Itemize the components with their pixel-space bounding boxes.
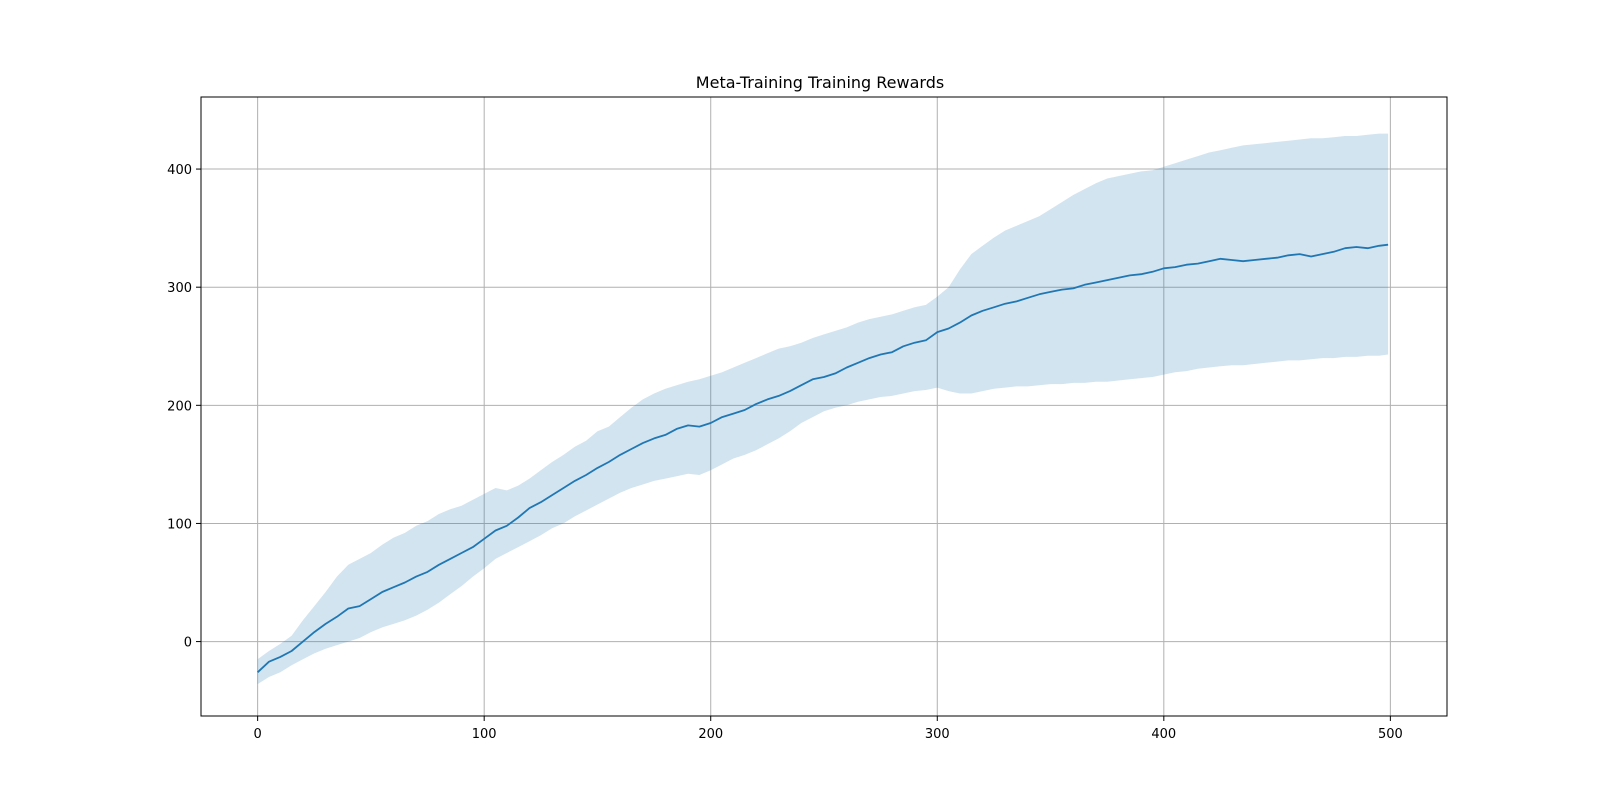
axes-frame [200,96,1448,717]
y-tick-label: 300 [167,281,192,296]
x-tick-label: 300 [925,727,950,742]
confidence-band [257,133,1389,685]
confidence-band-layer [257,133,1389,685]
chart-title: Meta-Training Training Rewards [696,73,944,92]
mean-reward-line [256,243,1389,673]
x-tick-label: 200 [698,727,723,742]
x-tick-label: 0 [253,727,261,742]
y-tick-label: 100 [167,517,192,532]
y-tick-label: 200 [167,399,192,414]
mean-line-layer [256,243,1389,673]
tick-layer: 0 100 200 300 400 500 0 100 200 300 400 [167,163,1403,742]
x-tick-label: 100 [472,727,497,742]
grid [201,97,1447,716]
y-tick-label: 0 [184,636,192,651]
x-tick-label: 400 [1151,727,1176,742]
y-tick-label: 400 [167,163,192,178]
x-tick-label: 500 [1378,727,1403,742]
